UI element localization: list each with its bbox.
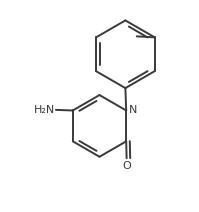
- Text: H₂N: H₂N: [34, 105, 55, 115]
- Text: O: O: [123, 161, 132, 171]
- Text: N: N: [129, 106, 137, 116]
